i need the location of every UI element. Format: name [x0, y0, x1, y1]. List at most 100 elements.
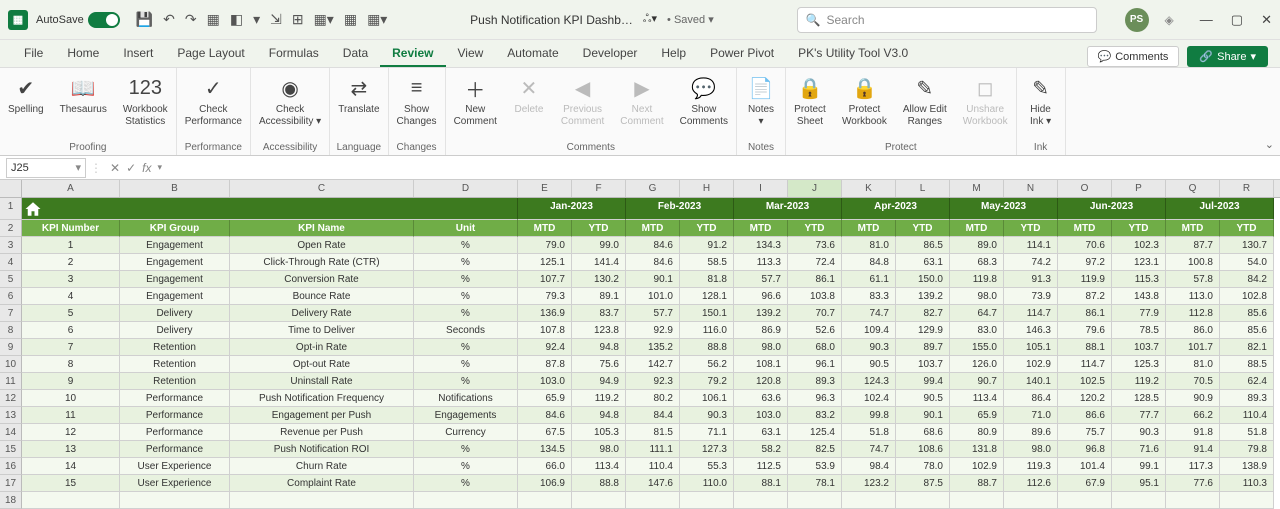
- kpi-group[interactable]: Performance: [120, 390, 230, 407]
- kpi-unit[interactable]: %: [414, 373, 518, 390]
- empty-cell[interactable]: [1004, 492, 1058, 509]
- kpi-value[interactable]: 86.6: [1058, 407, 1112, 424]
- kpi-unit[interactable]: Notifications: [414, 390, 518, 407]
- header-mtd[interactable]: MTD: [734, 220, 788, 237]
- kpi-value[interactable]: 79.0: [518, 237, 572, 254]
- qat-icon[interactable]: ⇲: [270, 11, 282, 28]
- kpi-value[interactable]: 95.1: [1112, 475, 1166, 492]
- header-kpi-name[interactable]: KPI Name: [230, 220, 414, 237]
- ribbon-thesaurus[interactable]: 📖Thesaurus: [52, 72, 115, 118]
- kpi-value[interactable]: 111.1: [626, 441, 680, 458]
- month-header[interactable]: Mar-2023: [734, 198, 842, 220]
- qat-icon[interactable]: ▦▾: [314, 11, 334, 28]
- kpi-value[interactable]: 142.7: [626, 356, 680, 373]
- kpi-value[interactable]: 131.8: [950, 441, 1004, 458]
- kpi-value[interactable]: 51.8: [1220, 424, 1274, 441]
- kpi-group[interactable]: Engagement: [120, 237, 230, 254]
- header-ytd[interactable]: YTD: [896, 220, 950, 237]
- col-header-G[interactable]: G: [626, 180, 680, 197]
- header-ytd[interactable]: YTD: [572, 220, 626, 237]
- kpi-value[interactable]: 101.7: [1166, 339, 1220, 356]
- kpi-value[interactable]: 102.9: [1004, 356, 1058, 373]
- kpi-value[interactable]: 110.3: [1220, 475, 1274, 492]
- kpi-unit[interactable]: Engagements: [414, 407, 518, 424]
- empty-cell[interactable]: [22, 492, 120, 509]
- kpi-unit[interactable]: %: [414, 254, 518, 271]
- kpi-value[interactable]: 83.3: [842, 288, 896, 305]
- empty-cell[interactable]: [626, 492, 680, 509]
- header-ytd[interactable]: YTD: [1112, 220, 1166, 237]
- header-kpi-number[interactable]: KPI Number: [22, 220, 120, 237]
- kpi-value[interactable]: 123.8: [572, 322, 626, 339]
- kpi-value[interactable]: 77.9: [1112, 305, 1166, 322]
- kpi-value[interactable]: 103.8: [788, 288, 842, 305]
- tab-automate[interactable]: Automate: [495, 41, 570, 67]
- kpi-value[interactable]: 128.1: [680, 288, 734, 305]
- kpi-value[interactable]: 102.3: [1112, 237, 1166, 254]
- kpi-value[interactable]: 68.6: [896, 424, 950, 441]
- kpi-value[interactable]: 94.9: [572, 373, 626, 390]
- kpi-value[interactable]: 94.8: [572, 339, 626, 356]
- kpi-number[interactable]: 15: [22, 475, 120, 492]
- kpi-number[interactable]: 10: [22, 390, 120, 407]
- row-header[interactable]: 10: [0, 356, 22, 373]
- kpi-value[interactable]: 82.5: [788, 441, 842, 458]
- kpi-unit[interactable]: Currency: [414, 424, 518, 441]
- kpi-value[interactable]: 139.2: [896, 288, 950, 305]
- kpi-unit[interactable]: %: [414, 288, 518, 305]
- col-header-I[interactable]: I: [734, 180, 788, 197]
- kpi-value[interactable]: 105.1: [1004, 339, 1058, 356]
- row-header[interactable]: 15: [0, 441, 22, 458]
- kpi-value[interactable]: 66.0: [518, 458, 572, 475]
- kpi-value[interactable]: 68.3: [950, 254, 1004, 271]
- collapse-ribbon-icon[interactable]: ⌄: [1265, 138, 1274, 151]
- kpi-value[interactable]: 91.4: [1166, 441, 1220, 458]
- tab-insert[interactable]: Insert: [111, 41, 165, 67]
- col-header-A[interactable]: A: [22, 180, 120, 197]
- kpi-value[interactable]: 79.6: [1058, 322, 1112, 339]
- empty-cell[interactable]: [950, 492, 1004, 509]
- kpi-unit[interactable]: %: [414, 441, 518, 458]
- kpi-group[interactable]: Performance: [120, 441, 230, 458]
- kpi-value[interactable]: 98.0: [734, 339, 788, 356]
- comments-button[interactable]: 💬 Comments: [1087, 46, 1180, 67]
- col-header-N[interactable]: N: [1004, 180, 1058, 197]
- kpi-value[interactable]: 100.8: [1166, 254, 1220, 271]
- tab-formulas[interactable]: Formulas: [257, 41, 331, 67]
- kpi-name[interactable]: Opt-in Rate: [230, 339, 414, 356]
- row-header[interactable]: 17: [0, 475, 22, 492]
- kpi-value[interactable]: 86.4: [1004, 390, 1058, 407]
- kpi-group[interactable]: Engagement: [120, 288, 230, 305]
- kpi-number[interactable]: 7: [22, 339, 120, 356]
- kpi-value[interactable]: 90.3: [842, 339, 896, 356]
- kpi-value[interactable]: 56.2: [680, 356, 734, 373]
- qat-icon[interactable]: ⊞: [292, 11, 304, 28]
- kpi-value[interactable]: 57.8: [1166, 271, 1220, 288]
- kpi-value[interactable]: 96.6: [734, 288, 788, 305]
- kpi-value[interactable]: 112.6: [1004, 475, 1058, 492]
- kpi-value[interactable]: 84.4: [626, 407, 680, 424]
- empty-cell[interactable]: [1112, 492, 1166, 509]
- header-mtd[interactable]: MTD: [842, 220, 896, 237]
- kpi-value[interactable]: 84.6: [518, 407, 572, 424]
- header-mtd[interactable]: MTD: [518, 220, 572, 237]
- empty-cell[interactable]: [1166, 492, 1220, 509]
- kpi-name[interactable]: Push Notification Frequency: [230, 390, 414, 407]
- kpi-value[interactable]: 70.7: [788, 305, 842, 322]
- kpi-value[interactable]: 71.6: [1112, 441, 1166, 458]
- kpi-value[interactable]: 84.8: [842, 254, 896, 271]
- kpi-name[interactable]: Revenue per Push: [230, 424, 414, 441]
- kpi-value[interactable]: 115.3: [1112, 271, 1166, 288]
- kpi-value[interactable]: 124.3: [842, 373, 896, 390]
- kpi-value[interactable]: 119.9: [1058, 271, 1112, 288]
- tab-help[interactable]: Help: [649, 41, 698, 67]
- kpi-value[interactable]: 105.3: [572, 424, 626, 441]
- kpi-unit[interactable]: %: [414, 339, 518, 356]
- qat-icon[interactable]: ▾: [253, 11, 260, 28]
- kpi-value[interactable]: 103.7: [1112, 339, 1166, 356]
- diamond-icon[interactable]: ◈: [1165, 13, 1174, 27]
- qat-icon[interactable]: ▦▾: [367, 11, 387, 28]
- kpi-value[interactable]: 109.4: [842, 322, 896, 339]
- kpi-value[interactable]: 89.0: [950, 237, 1004, 254]
- undo-icon[interactable]: ↶: [163, 11, 175, 28]
